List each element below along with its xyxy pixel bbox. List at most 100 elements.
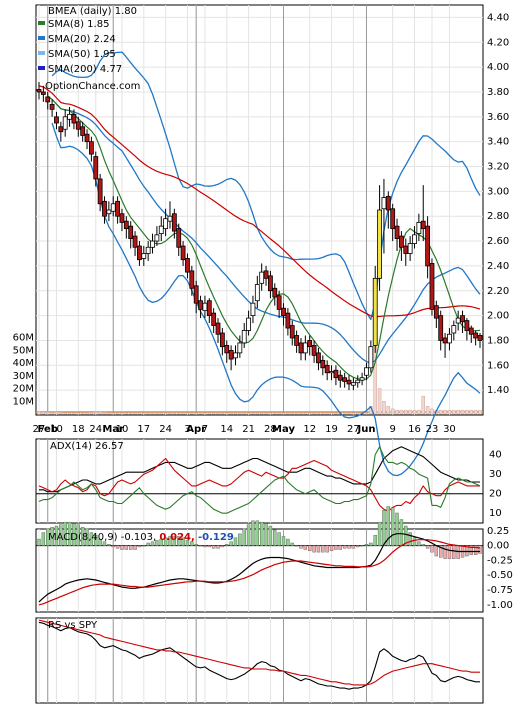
- candle-body: [382, 198, 386, 209]
- macd-histogram-bar: [129, 546, 132, 550]
- volume-bar: [308, 413, 311, 414]
- candle-body: [360, 378, 364, 380]
- price-tick-label: 3.60: [487, 112, 509, 123]
- volume-bar: [382, 401, 385, 414]
- volume-bar: [409, 410, 412, 414]
- candle-body: [421, 221, 425, 228]
- candle-body: [203, 303, 207, 310]
- adx-tick-label: 10: [489, 508, 502, 519]
- candle-body: [268, 276, 272, 291]
- legend-sma50: SMA(50) 1.95: [48, 49, 116, 60]
- candle-body: [338, 375, 342, 380]
- x-tick-label: 18: [72, 424, 85, 435]
- macd-histogram-bar: [417, 542, 420, 546]
- candle-body: [111, 204, 115, 211]
- volume-bar: [160, 413, 163, 414]
- legend-swatch-sma8: [38, 21, 45, 25]
- candle-body: [282, 308, 286, 315]
- volume-bar: [59, 412, 62, 414]
- price-tick-label: 3.40: [487, 137, 509, 148]
- macd-histogram-bar: [203, 546, 206, 547]
- x-tick-label: 21: [242, 424, 255, 435]
- volume-bar: [422, 396, 425, 414]
- volume-bar: [282, 413, 285, 414]
- candle-body: [321, 360, 325, 367]
- volume-bars: [36, 338, 483, 414]
- candle-body: [395, 226, 399, 238]
- macd-histogram-bar: [313, 546, 316, 553]
- volume-bar: [221, 413, 224, 414]
- volume-bar: [234, 413, 237, 414]
- candle-body: [434, 306, 438, 318]
- volume-bar: [142, 413, 145, 414]
- volume-bar: [99, 412, 102, 414]
- price-tick-label: 3.20: [487, 162, 509, 173]
- price-tick-label: 4.40: [487, 12, 509, 23]
- volume-bar: [55, 412, 58, 414]
- volume-bar: [348, 413, 351, 414]
- volume-tick-label: 40M: [13, 358, 34, 369]
- macd-histogram-bar: [116, 546, 119, 549]
- candle-body: [216, 323, 220, 334]
- macd-histogram-bar: [413, 538, 416, 546]
- volume-bar: [190, 413, 193, 414]
- candle-body: [439, 316, 443, 341]
- candle-body: [447, 334, 451, 343]
- macd-histogram-bar: [400, 520, 403, 546]
- volume-bar: [444, 410, 447, 414]
- legend-sma200: SMA(200) 4.77: [48, 64, 122, 75]
- candle-body: [199, 301, 203, 310]
- macd-histogram-bar: [343, 546, 346, 549]
- macd-histogram-bar: [147, 543, 150, 546]
- candle-body: [364, 368, 368, 375]
- volume-bar: [251, 413, 254, 414]
- candle-body: [177, 229, 181, 248]
- volume-bar: [321, 413, 324, 414]
- candle-body: [369, 347, 373, 368]
- candle-body: [312, 345, 316, 355]
- volume-bar: [457, 410, 460, 414]
- volume-tick-label: 30M: [13, 371, 34, 382]
- candle-body: [50, 104, 54, 109]
- candle-body: [399, 236, 403, 247]
- price-tick-label: 2.00: [487, 311, 509, 322]
- macd-tick-label: -0.75: [487, 585, 513, 596]
- macd-histogram-bar: [142, 546, 145, 547]
- candle-body: [146, 247, 150, 253]
- macd-histogram-bar: [352, 546, 355, 549]
- macd-histogram-bar: [273, 530, 276, 546]
- price-tick-label: 3.00: [487, 186, 509, 197]
- candle-body: [194, 286, 198, 303]
- volume-bar: [238, 413, 241, 414]
- macd-label-prefix: MACD(8,40,9) -0.103,: [48, 532, 156, 543]
- candle-body: [98, 179, 102, 204]
- candle-body: [408, 244, 412, 254]
- macd-tick-label: -1.00: [487, 600, 513, 611]
- macd-histogram-bar: [448, 546, 451, 559]
- price-tick-label: 1.40: [487, 385, 509, 396]
- macd-histogram-bar: [125, 546, 128, 550]
- candle-body: [164, 219, 168, 229]
- candle-body: [264, 271, 268, 278]
- volume-bar: [217, 413, 220, 414]
- candle-body: [72, 114, 76, 123]
- macd-histogram-bar: [221, 546, 224, 547]
- adx-tick-label: 40: [489, 450, 502, 461]
- volume-bar: [90, 412, 93, 414]
- macd-histogram-bar: [199, 546, 202, 547]
- volume-bar: [286, 413, 289, 414]
- macd-histogram-bar: [256, 521, 259, 546]
- bollinger-lower: [52, 123, 480, 476]
- candle-body: [129, 226, 133, 238]
- candle-body: [347, 380, 351, 384]
- price-tick-label: 2.40: [487, 261, 509, 272]
- macd-histogram-bar: [286, 539, 289, 546]
- x-tick-label: 10: [50, 424, 63, 435]
- candle-body: [46, 97, 50, 102]
- candle-body: [159, 226, 163, 233]
- candle-body: [190, 271, 194, 288]
- volume-bar: [330, 413, 333, 414]
- volume-bar: [230, 413, 233, 414]
- candle-body: [391, 209, 395, 229]
